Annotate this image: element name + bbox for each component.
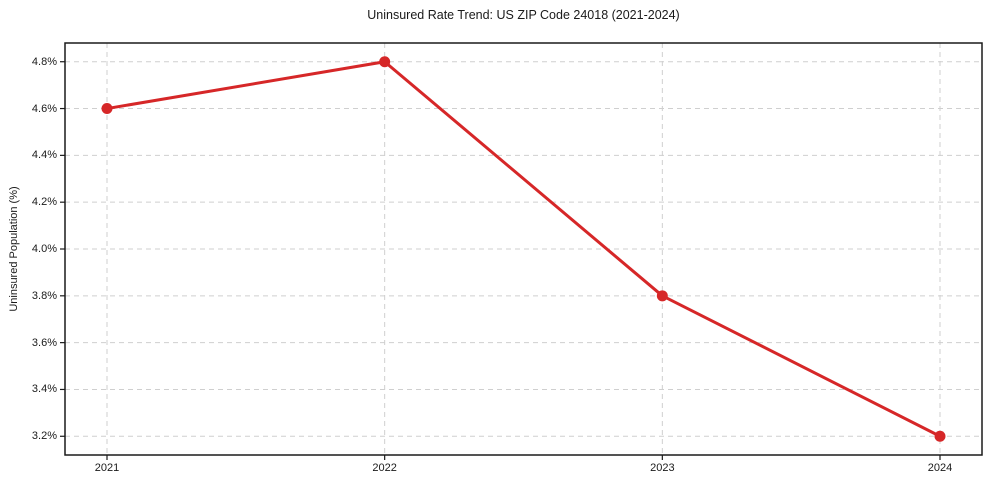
y-tick-label: 4.6% (31, 102, 57, 115)
y-tick-label: 4.4% (31, 149, 57, 162)
y-tick-label: 4.8% (31, 55, 57, 68)
y-tick-label: 4.2% (31, 196, 57, 209)
chart-title: Uninsured Rate Trend: US ZIP Code 24018 … (367, 8, 680, 22)
trend-line (105, 60, 942, 438)
x-tick-label: 2023 (650, 462, 675, 474)
y-tick-label: 3.2% (31, 430, 57, 443)
data-point-2023 (656, 290, 668, 302)
data-point-2024 (934, 430, 946, 442)
data-point-2022 (379, 56, 391, 68)
y-tick-label: 4.0% (31, 243, 57, 255)
x-tick-label: 2024 (927, 462, 953, 474)
y-tick-label: 3.6% (31, 336, 57, 349)
x-tick-label: 2022 (372, 462, 397, 474)
y-tick-label: 3.8% (31, 289, 57, 302)
y-tick-label: 3.4% (31, 383, 57, 396)
x-tick-label: 2021 (94, 462, 120, 474)
data-point-2021 (101, 103, 113, 115)
